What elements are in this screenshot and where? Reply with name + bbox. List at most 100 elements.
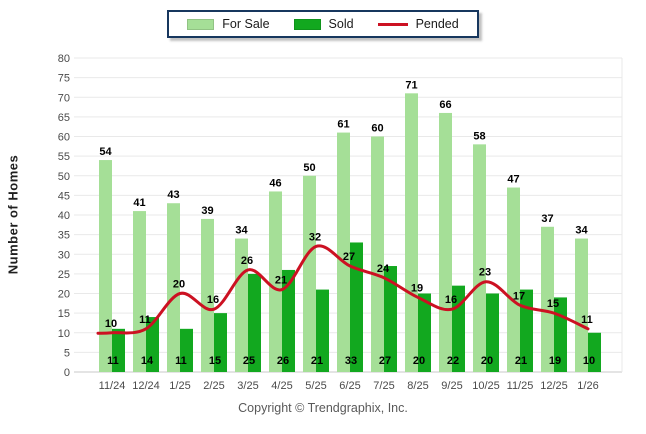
y-tick-label: 10 [58,328,70,340]
bar-sold [180,328,193,372]
y-tick-label: 0 [64,367,70,379]
bar-for-sale [507,187,520,372]
pended-value-label: 20 [173,279,185,291]
sold-value-label: 20 [481,355,493,367]
bar-sold [588,332,601,372]
for-sale-value-label: 43 [167,189,179,201]
y-tick-label: 45 [58,190,70,202]
x-tick-label: 12/25 [540,380,568,392]
bar-sold [282,269,295,372]
pended-value-label: 23 [479,267,491,279]
sold-value-label: 27 [379,355,391,367]
sold-value-label: 33 [345,355,357,367]
sold-value-label: 20 [413,355,425,367]
y-tick-label: 55 [58,151,70,163]
sold-value-label: 15 [209,355,221,367]
x-tick-label: 11/24 [99,380,126,392]
bar-sold [486,293,499,372]
x-tick-label: 1/25 [169,380,190,392]
for-sale-value-label: 54 [99,146,112,158]
for-sale-value-label: 58 [473,130,485,142]
for-sale-value-label: 46 [269,177,281,189]
x-tick-label: 2/25 [203,380,224,392]
sold-value-label: 21 [515,355,527,367]
bar-for-sale [541,226,554,372]
pended-line [96,244,590,335]
bar-sold [520,289,533,372]
legend-label-for-sale: For Sale [222,17,270,31]
legend: For Sale Sold Pended [167,10,479,38]
bar-sold [214,313,227,372]
bar-sold [384,266,397,372]
pended-value-label: 10 [105,318,117,330]
y-tick-label: 30 [58,249,70,261]
x-tick-label: 1/26 [577,380,598,392]
legend-item-for-sale: For Sale [187,17,270,31]
y-tick-label: 25 [58,269,70,281]
copyright-text: Copyright © Trendgraphix, Inc. [238,401,408,415]
for-sale-swatch-icon [187,18,215,30]
y-tick-label: 15 [58,308,70,320]
x-tick-label: 4/25 [271,380,292,392]
bar-for-sale [405,93,418,372]
x-tick-label: 11/25 [507,380,534,392]
pended-value-label: 32 [309,231,321,243]
pended-value-label: 27 [343,251,355,263]
y-tick-label: 65 [58,112,70,124]
for-sale-value-label: 50 [303,162,315,174]
sold-value-label: 14 [141,355,154,367]
y-tick-label: 70 [58,92,70,104]
bar-for-sale [439,112,452,372]
x-tick-label: 6/25 [339,380,360,392]
y-tick-label: 35 [58,230,70,242]
pended-value-label: 16 [207,294,219,306]
bar-for-sale [167,203,180,372]
for-sale-value-label: 41 [133,197,145,209]
for-sale-value-label: 61 [337,119,349,131]
y-tick-label: 75 [58,73,70,85]
legend-label-sold: Sold [328,17,354,31]
y-tick-label: 20 [58,289,70,301]
y-tick-label: 60 [58,132,70,144]
for-sale-value-label: 34 [575,225,588,237]
for-sale-value-label: 66 [439,99,451,111]
for-sale-value-label: 47 [507,174,519,186]
bar-for-sale [201,218,214,372]
for-sale-value-label: 71 [405,79,417,91]
bar-sold [112,328,125,372]
legend-item-pended: Pended [377,17,459,31]
bar-for-sale [473,144,486,372]
legend-item-sold: Sold [293,17,354,31]
pended-line-swatch-icon [377,22,408,26]
x-tick-label: 3/25 [237,380,258,392]
sold-value-label: 21 [311,355,323,367]
pended-value-label: 21 [275,275,287,287]
y-tick-label: 40 [58,210,70,222]
for-sale-value-label: 39 [201,205,213,217]
bar-sold [418,293,431,372]
sold-value-label: 22 [447,355,459,367]
for-sale-value-label: 34 [235,225,248,237]
pended-value-label: 24 [377,263,390,275]
bar-for-sale [303,175,316,372]
sold-value-label: 25 [243,355,255,367]
bar-for-sale [99,160,112,372]
x-tick-label: 5/25 [305,380,326,392]
for-sale-value-label: 37 [541,213,553,225]
sold-value-label: 10 [583,355,595,367]
pended-value-label: 19 [411,282,423,294]
bar-for-sale [133,211,146,372]
legend-label-pended: Pended [415,17,459,31]
pended-value-label: 15 [547,298,559,310]
x-tick-label: 7/25 [373,380,394,392]
y-tick-label: 80 [58,53,70,65]
bar-for-sale [337,132,350,372]
sold-value-label: 26 [277,355,289,367]
x-tick-label: 12/24 [132,380,160,392]
pended-value-label: 26 [241,255,253,267]
y-tick-label: 5 [64,347,70,359]
x-tick-label: 9/25 [441,380,462,392]
x-tick-label: 8/25 [407,380,428,392]
